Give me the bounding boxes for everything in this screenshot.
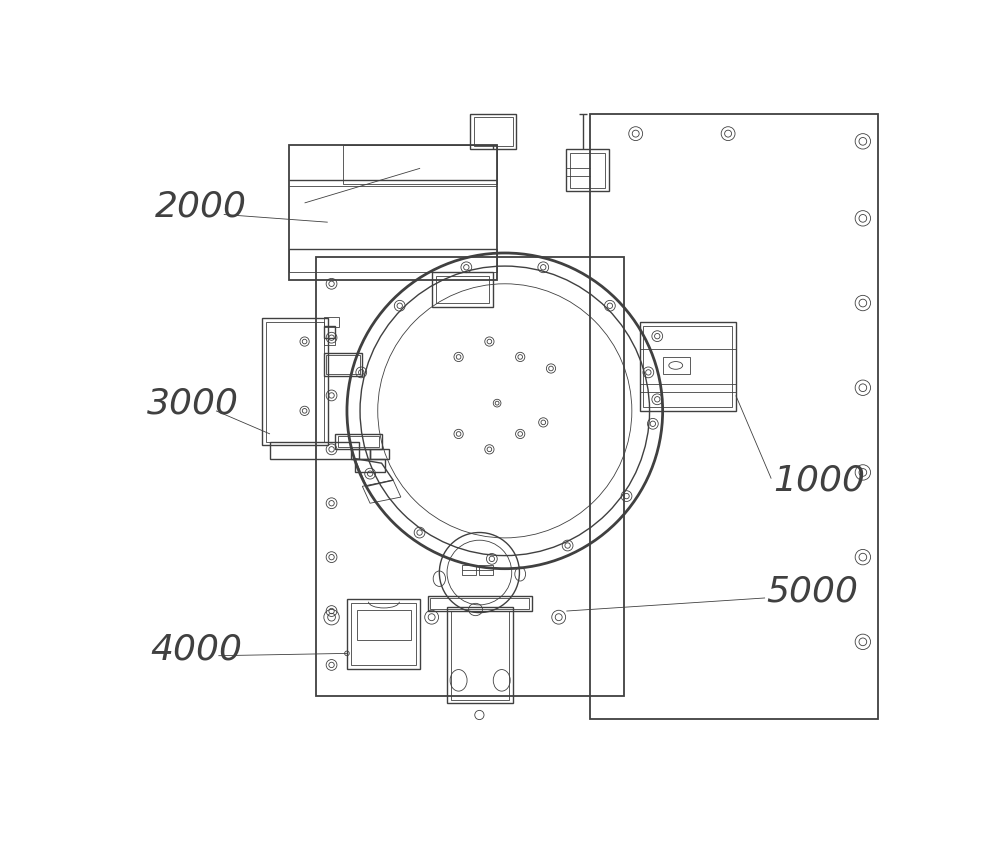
Bar	[470, 114, 516, 149]
Bar	[451, 611, 509, 699]
Bar	[262, 319, 328, 446]
Bar	[643, 327, 732, 407]
Bar	[357, 609, 411, 640]
Bar	[640, 322, 736, 411]
Text: 2000: 2000	[154, 189, 246, 224]
Bar	[338, 436, 379, 447]
Bar	[474, 117, 512, 146]
Bar	[355, 458, 385, 472]
Bar	[370, 449, 389, 458]
Bar	[351, 603, 416, 665]
Bar	[566, 149, 609, 191]
Bar	[324, 338, 335, 345]
Bar	[447, 608, 512, 704]
Bar	[270, 441, 359, 458]
Bar	[428, 596, 532, 611]
Text: 4000: 4000	[151, 632, 243, 667]
Text: 1000: 1000	[773, 463, 865, 497]
Bar	[289, 249, 497, 273]
Bar	[266, 322, 324, 441]
Bar	[289, 145, 497, 280]
Bar	[590, 114, 878, 719]
Bar	[324, 317, 339, 327]
Bar	[570, 153, 605, 188]
Bar	[324, 353, 362, 376]
Bar	[316, 257, 624, 696]
Bar	[436, 276, 489, 303]
Text: 5000: 5000	[767, 575, 859, 608]
Bar	[351, 449, 370, 458]
Bar	[347, 600, 420, 668]
Bar	[663, 357, 690, 374]
Bar	[335, 434, 382, 449]
Bar	[479, 565, 493, 575]
Bar	[462, 565, 476, 575]
Bar	[432, 273, 493, 307]
Bar	[430, 598, 529, 608]
Bar	[343, 145, 497, 183]
Bar	[324, 327, 335, 338]
Bar	[326, 356, 360, 374]
Text: 3000: 3000	[147, 387, 239, 420]
